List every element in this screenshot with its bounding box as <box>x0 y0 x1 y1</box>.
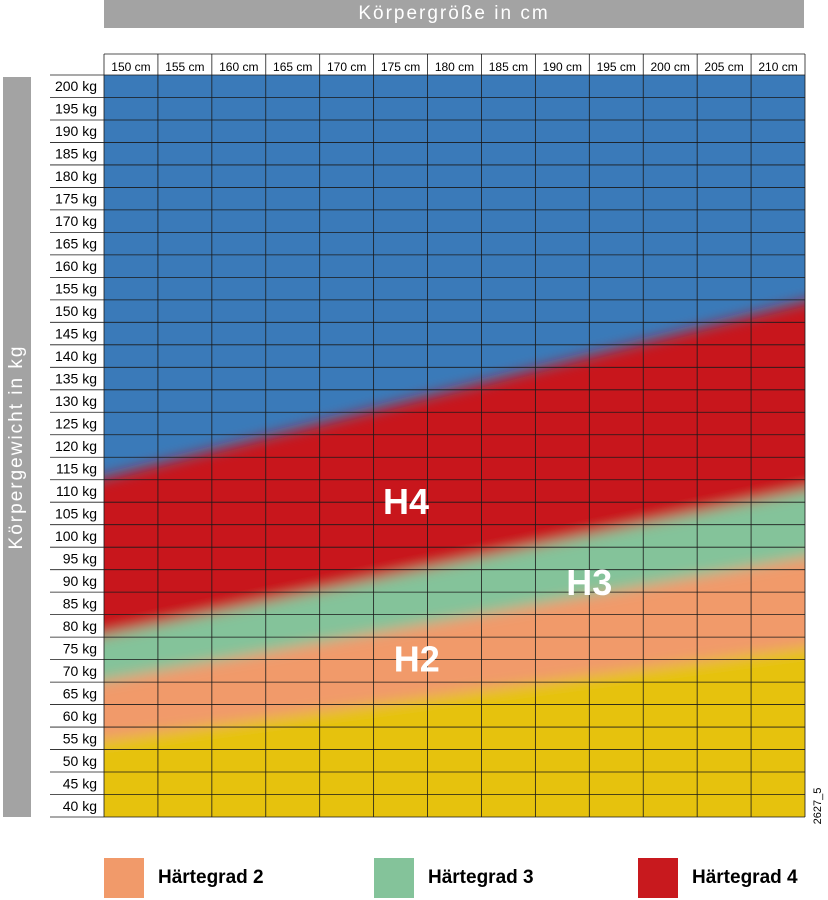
zone-blend-group <box>104 301 805 817</box>
y-tick-label: 60 kg <box>63 708 97 724</box>
legend-item-h3: Härtegrad 3 <box>374 858 534 898</box>
y-tick-label: 45 kg <box>63 775 97 791</box>
zone-label-h4: H4 <box>383 481 429 522</box>
legend-item-h4: Härtegrad 4 <box>638 858 798 898</box>
figure-code-text: 2627_5 <box>812 787 824 825</box>
y-tick-label: 200 kg <box>55 78 97 94</box>
y-tick-label: 85 kg <box>63 595 97 611</box>
x-tick-label: 210 cm <box>758 60 797 74</box>
figure-code: 2627_5 <box>806 776 828 836</box>
y-tick-label: 165 kg <box>55 236 97 252</box>
y-tick-label: 125 kg <box>55 416 97 432</box>
y-tick-label: 115 kg <box>56 460 97 476</box>
grid <box>50 53 806 818</box>
y-tick-label: 195 kg <box>55 101 97 117</box>
x-tick-label: 160 cm <box>219 60 258 74</box>
y-tick-label: 75 kg <box>63 640 97 656</box>
y-tick-label: 140 kg <box>55 348 97 364</box>
y-tick-label: 130 kg <box>55 393 97 409</box>
legend-label-h2: Härtegrad 2 <box>158 867 264 888</box>
y-tick-label: 180 kg <box>55 168 97 184</box>
y-tick-label: 190 kg <box>55 123 97 139</box>
y-tick-label: 150 kg <box>55 303 97 319</box>
x-tick-label: 205 cm <box>704 60 743 74</box>
y-tick-label: 120 kg <box>55 438 97 454</box>
y-tick-label: 105 kg <box>55 505 97 521</box>
x-tick-label: 195 cm <box>597 60 636 74</box>
y-tick-label: 80 kg <box>63 618 97 634</box>
y-tick-label: 160 kg <box>55 258 97 274</box>
legend-swatch-h3 <box>374 858 414 898</box>
x-axis-title: Körpergröße in cm <box>104 0 804 28</box>
legend-label-h4: Härtegrad 4 <box>692 867 798 888</box>
x-tick-label: 190 cm <box>543 60 582 74</box>
x-tick-label: 170 cm <box>327 60 366 74</box>
y-tick-label: 155 kg <box>55 281 97 297</box>
y-tick-label: 50 kg <box>63 753 97 769</box>
x-tick-label: 150 cm <box>111 60 150 74</box>
y-tick-label: 145 kg <box>55 326 97 342</box>
y-tick-label: 95 kg <box>63 550 97 566</box>
x-tick-label: 155 cm <box>165 60 204 74</box>
x-tick-label: 175 cm <box>381 60 420 74</box>
y-tick-label: 110 kg <box>56 483 97 499</box>
legend-item-h2: Härtegrad 2 <box>104 858 264 898</box>
x-tick-label: 185 cm <box>489 60 528 74</box>
y-tick-label: 65 kg <box>63 685 97 701</box>
y-tick-label: 185 kg <box>55 146 97 162</box>
legend-swatch-h2 <box>104 858 144 898</box>
y-tick-label: 90 kg <box>63 573 97 589</box>
y-tick-label: 70 kg <box>63 663 97 679</box>
zone-band-3 <box>104 647 805 817</box>
y-tick-label: 100 kg <box>55 528 97 544</box>
legend-swatch-h4 <box>638 858 678 898</box>
y-axis-title-bar: Körpergewicht in kg <box>3 77 31 817</box>
y-tick-label: 55 kg <box>63 730 97 746</box>
legend-label-h3: Härtegrad 3 <box>428 867 534 888</box>
y-tick-label: 170 kg <box>55 213 97 229</box>
y-tick-label: 135 kg <box>55 371 97 387</box>
x-tick-label: 165 cm <box>273 60 312 74</box>
zone-label-h2: H2 <box>394 639 440 680</box>
x-tick-label: 200 cm <box>651 60 690 74</box>
y-tick-label: 40 kg <box>63 798 97 814</box>
zone-label-h3: H3 <box>566 562 612 603</box>
y-tick-label: 175 kg <box>55 191 97 207</box>
x-tick-label: 180 cm <box>435 60 474 74</box>
zone-fills <box>104 75 805 817</box>
